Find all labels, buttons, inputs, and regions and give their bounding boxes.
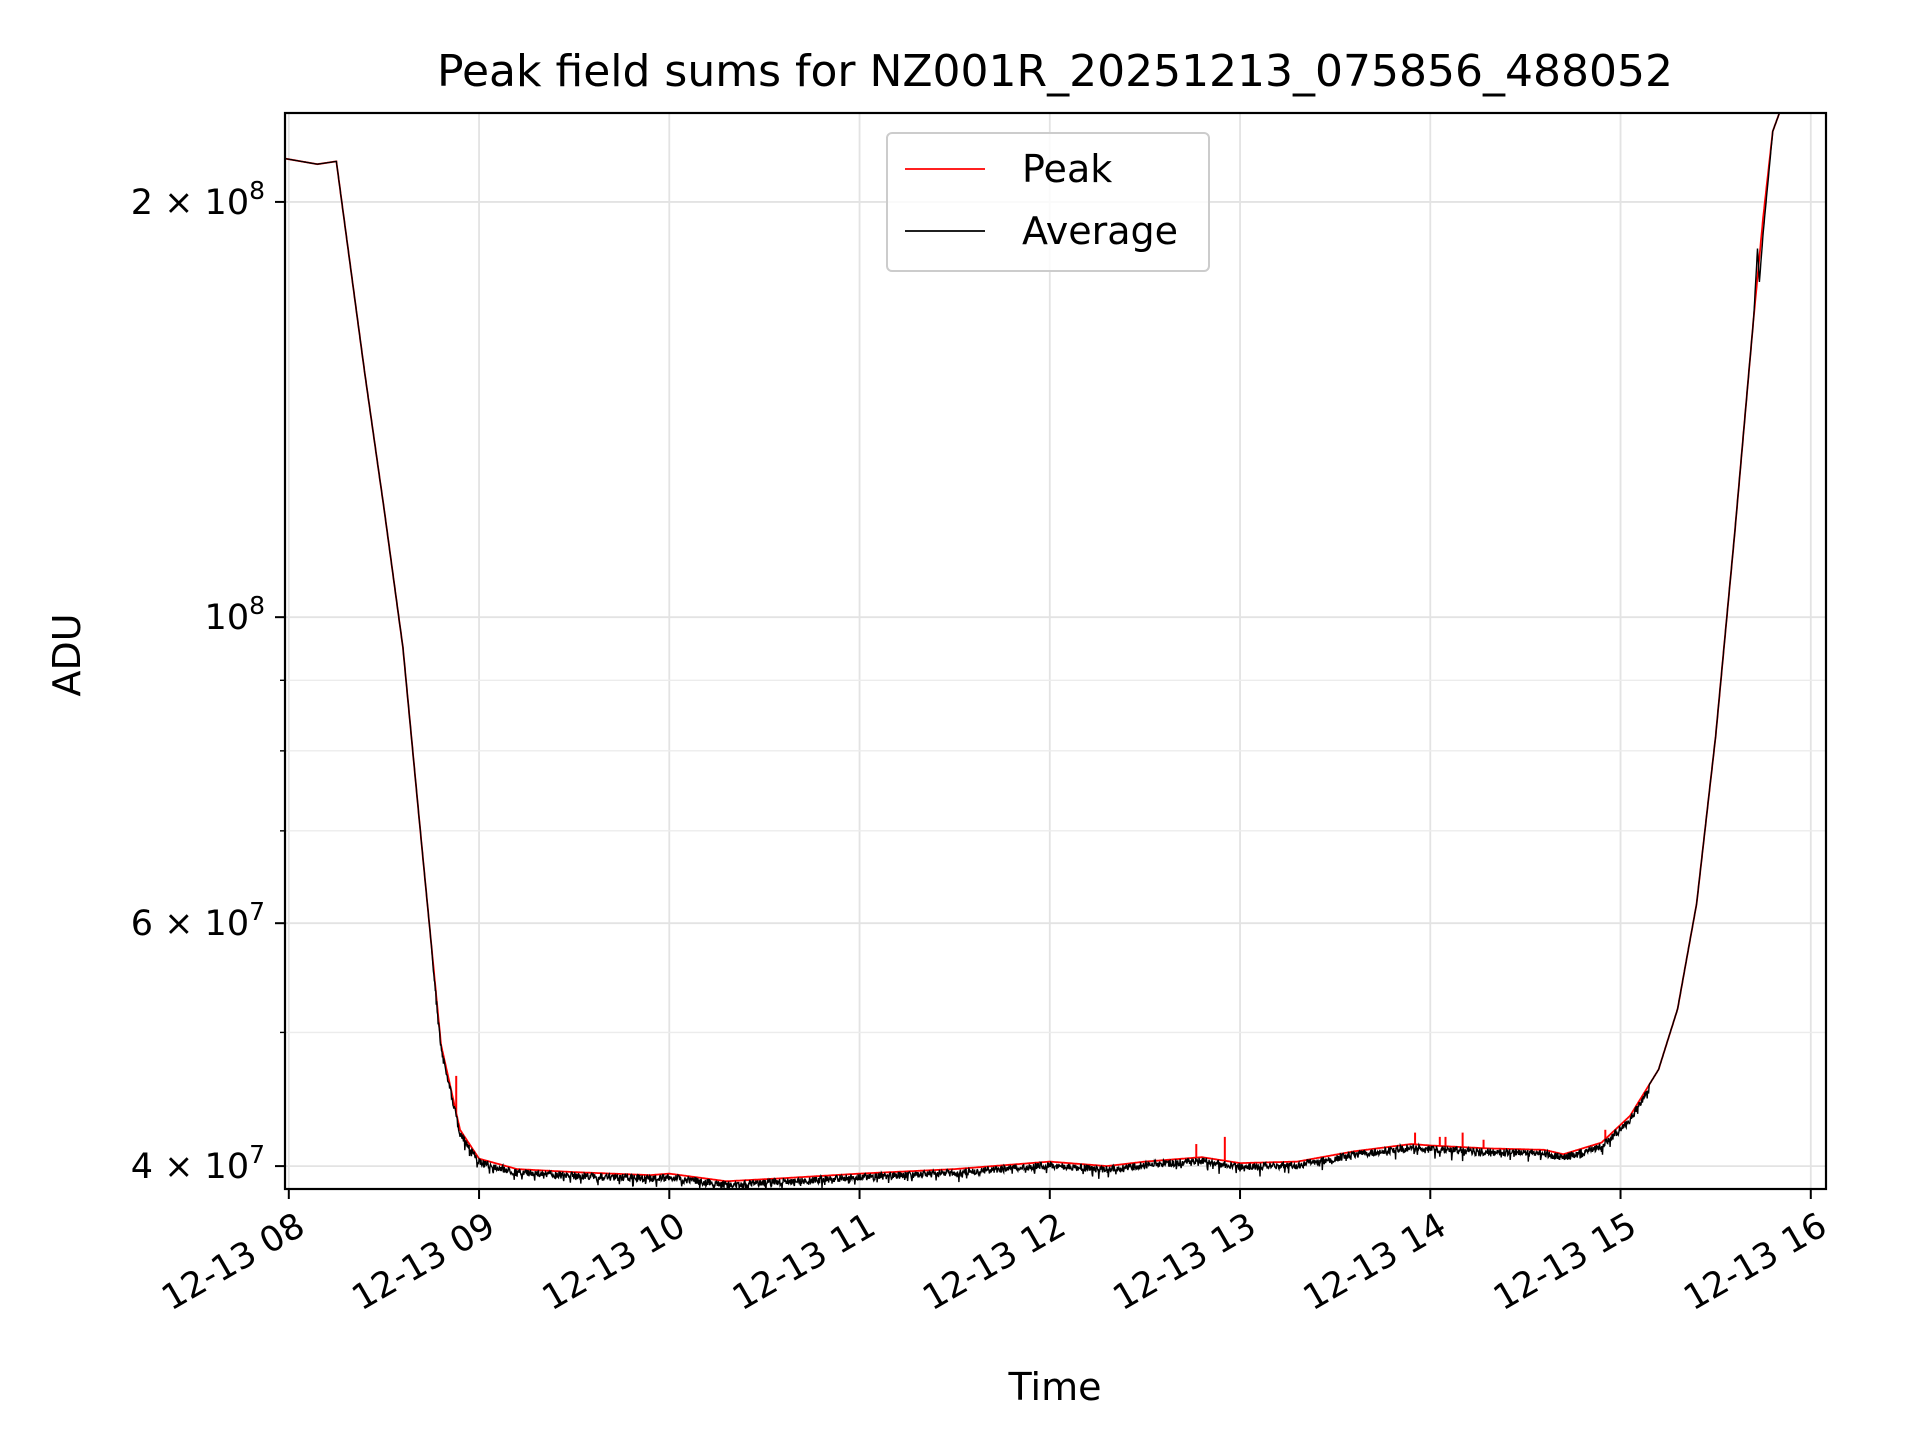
chart-title: Peak field sums for NZ001R_20251213_0758…: [437, 46, 1673, 97]
x-axis-label: Time: [1008, 1365, 1102, 1409]
y-tick-label: 6 × 107: [131, 897, 265, 944]
plot-frame: [283, 111, 1828, 1191]
legend-label-average: Average: [1022, 209, 1178, 253]
y-tick-label-exponent: 7: [249, 897, 265, 926]
legend-label-peak: Peak: [1022, 147, 1112, 191]
series-peak-line: [285, 113, 1781, 1183]
y-tick-label-base: 6 × 10: [131, 904, 249, 944]
y-tick-label: 2 × 108: [131, 176, 265, 223]
series-layer: [285, 113, 1781, 1189]
y-axis-label: ADU: [45, 613, 89, 696]
y-tick-label-base: 4 × 10: [131, 1147, 249, 1187]
y-tick-label: 4 × 107: [131, 1140, 265, 1187]
legend-box: [886, 132, 1210, 272]
y-tick-label-base: 2 × 10: [131, 183, 249, 223]
legend: Peak Average: [886, 132, 1210, 272]
y-tick-label: 108: [205, 591, 265, 638]
y-tick-label-exponent: 8: [249, 591, 265, 620]
y-tick-label-exponent: 8: [249, 176, 265, 205]
series-average-line: [285, 113, 1781, 1189]
y-tick-label-base: 10: [205, 598, 250, 638]
y-tick-label-exponent: 7: [249, 1140, 265, 1169]
